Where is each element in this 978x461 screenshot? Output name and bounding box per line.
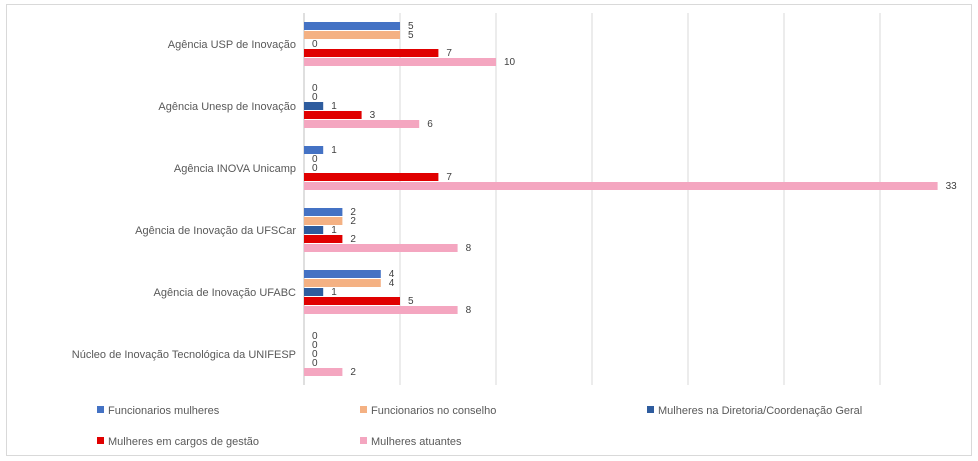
data-label: 33	[946, 181, 958, 192]
legend-label: Mulheres atuantes	[371, 436, 462, 448]
legend-swatch	[97, 437, 104, 444]
data-label: 1	[331, 101, 337, 112]
data-label: 5	[408, 21, 414, 32]
legend-swatch	[360, 406, 367, 413]
data-label: 1	[331, 287, 337, 298]
data-label: 2	[350, 216, 356, 227]
data-label: 1	[331, 145, 337, 156]
category-label: Agência de Inovação da UFSCar	[135, 225, 296, 237]
data-label: 3	[370, 110, 376, 121]
legend-label: Mulheres na Diretoria/Coordenação Geral	[658, 405, 862, 417]
legend-label: Funcionarios no conselho	[371, 405, 496, 417]
bar	[304, 31, 400, 39]
bar	[304, 226, 324, 234]
legend-label: Mulheres em cargos de gestão	[108, 436, 259, 448]
data-label: 2	[350, 234, 356, 245]
bar	[304, 208, 343, 216]
data-label: 2	[350, 367, 356, 378]
bar	[304, 217, 343, 225]
data-label: 0	[312, 163, 318, 174]
data-label: 0	[312, 39, 318, 50]
data-label: 4	[389, 278, 395, 289]
data-label: 1	[331, 225, 337, 236]
bar	[304, 173, 439, 181]
bar	[304, 102, 324, 110]
bar	[304, 146, 324, 154]
bar	[304, 270, 381, 278]
legend-swatch	[647, 406, 654, 413]
data-label: 5	[408, 30, 414, 41]
bar	[304, 297, 400, 305]
data-label: 5	[408, 296, 414, 307]
data-label: 0	[312, 154, 318, 165]
bar	[304, 244, 458, 252]
bar	[304, 279, 381, 287]
category-label: Agência de Inovação UFABC	[154, 287, 297, 299]
category-label: Agência INOVA Unicamp	[174, 163, 296, 175]
data-label: 10	[504, 57, 516, 68]
bar	[304, 288, 324, 296]
category-label: Núcleo de Inovação Tecnológica da UNIFES…	[72, 349, 296, 361]
legend-label: Funcionarios mulheres	[108, 405, 220, 417]
bar	[304, 22, 400, 30]
data-label: 0	[312, 358, 318, 369]
data-label: 0	[312, 349, 318, 360]
data-label: 0	[312, 331, 318, 342]
data-label: 7	[446, 48, 452, 59]
bar	[304, 306, 458, 314]
data-label: 7	[446, 172, 452, 183]
data-label: 0	[312, 83, 318, 94]
bar	[304, 49, 439, 57]
bar	[304, 235, 343, 243]
bar	[304, 368, 343, 376]
data-label: 0	[312, 340, 318, 351]
data-label: 6	[427, 119, 433, 130]
data-label: 8	[466, 305, 472, 316]
data-label: 4	[389, 269, 395, 280]
data-label: 2	[350, 207, 356, 218]
bar	[304, 182, 938, 190]
bar	[304, 120, 420, 128]
data-label: 8	[466, 243, 472, 254]
legend-swatch	[360, 437, 367, 444]
category-label: Agência USP de Inovação	[168, 39, 296, 51]
bar	[304, 111, 362, 119]
bar	[304, 58, 496, 66]
category-label: Agência Unesp de Inovação	[158, 101, 296, 113]
chart-frame: Agência USP de Inovação 5 5 0 7 10 Agência Une…	[6, 4, 972, 456]
data-label: 0	[312, 92, 318, 103]
legend-swatch	[97, 406, 104, 413]
